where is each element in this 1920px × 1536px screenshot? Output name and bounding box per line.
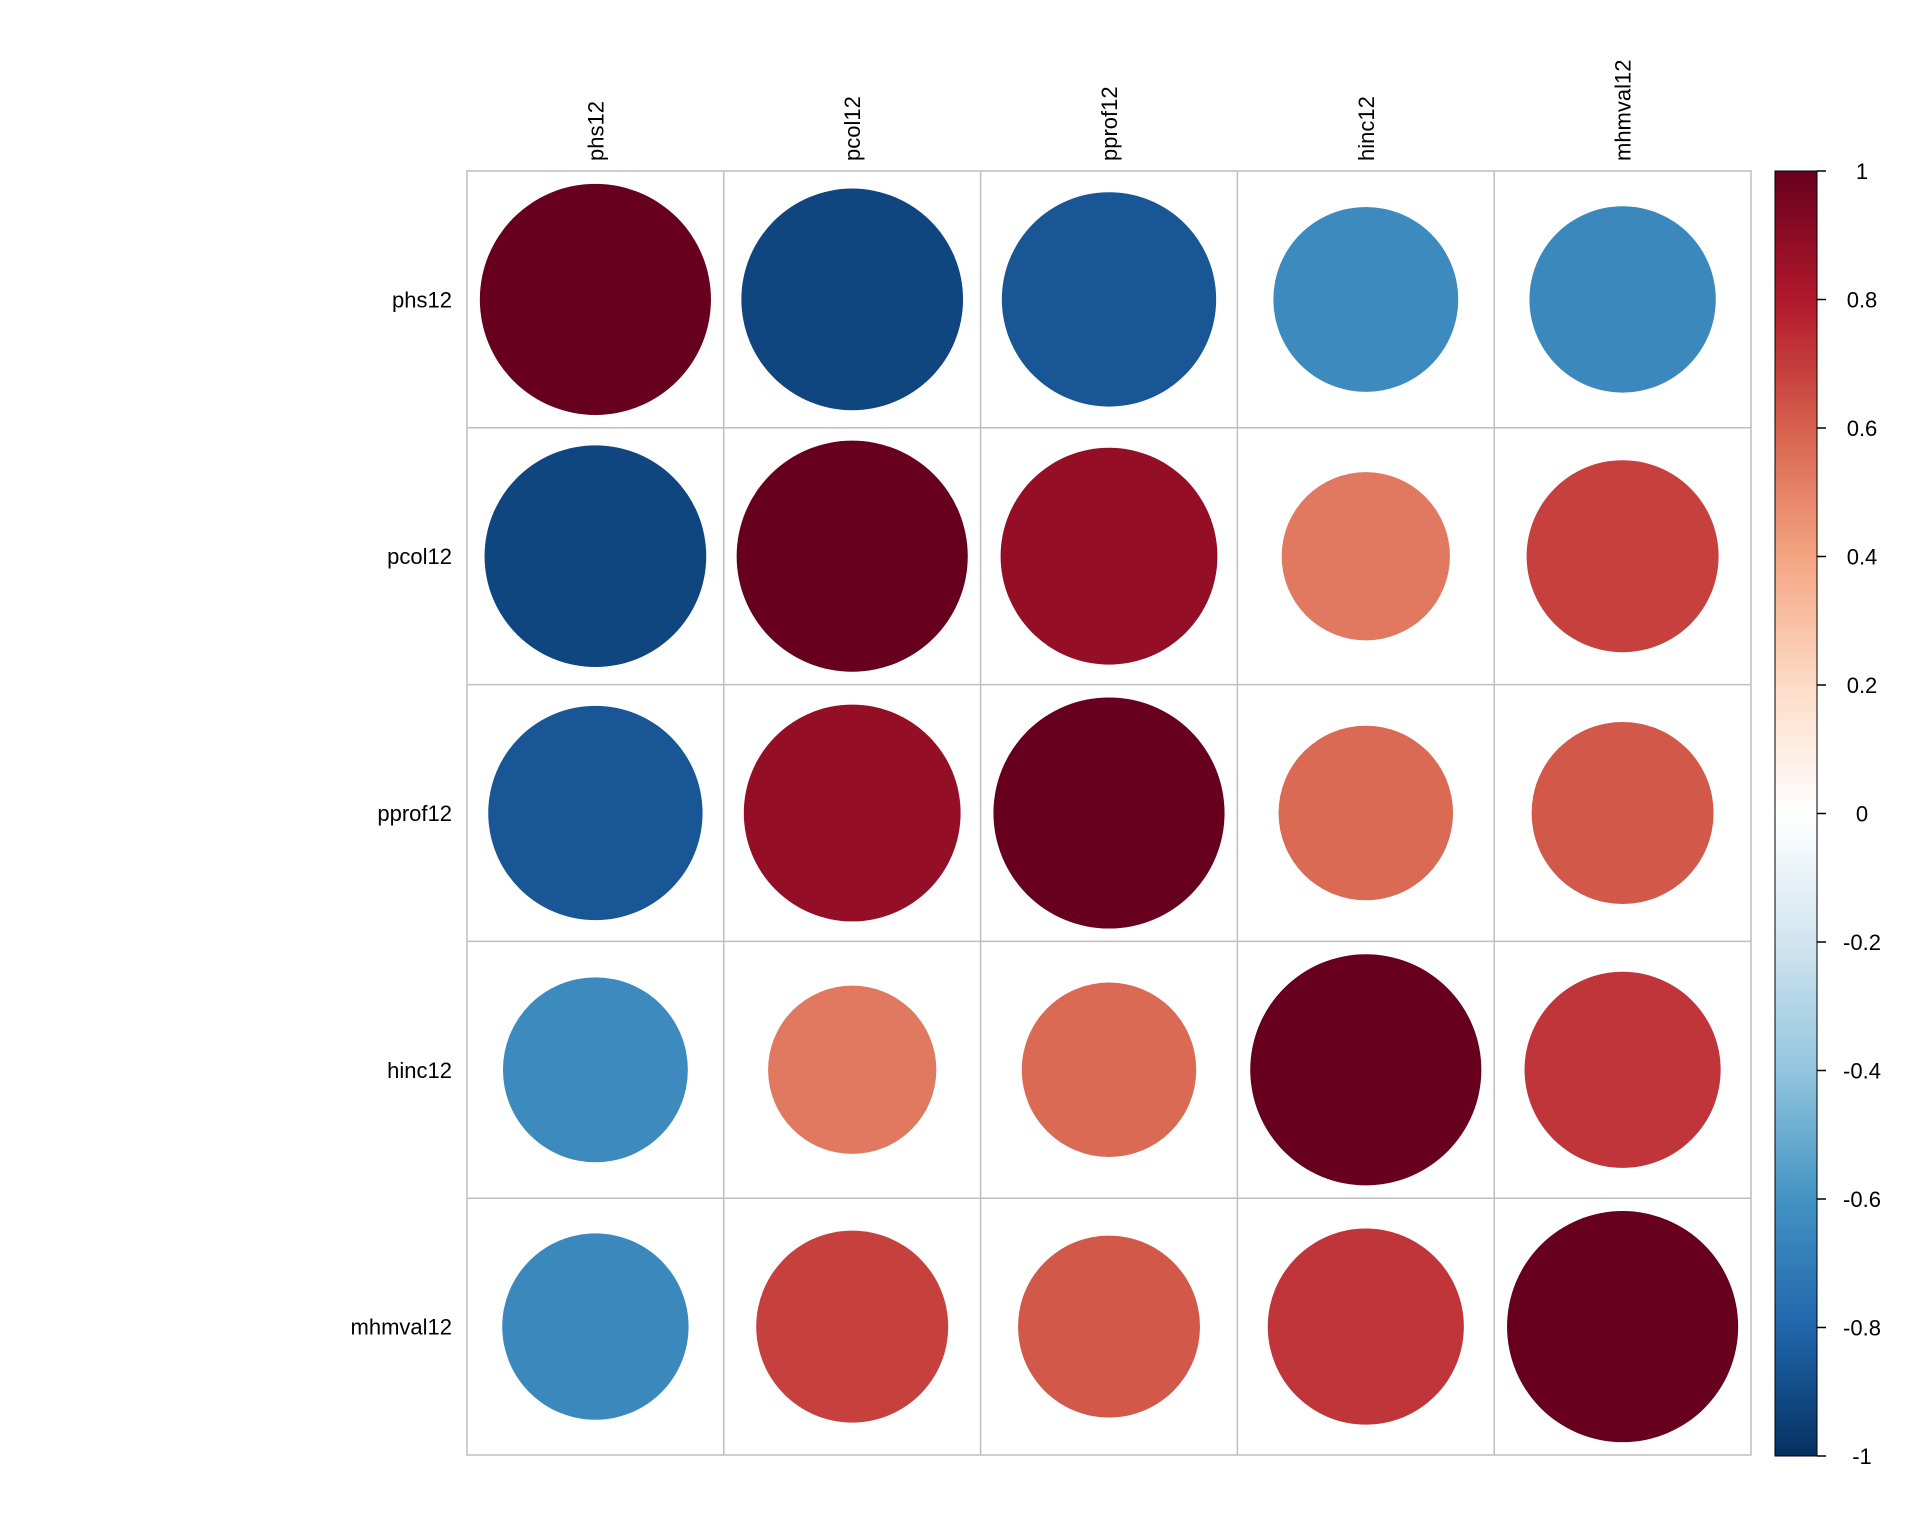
- row-label-pcol12: pcol12: [387, 544, 452, 569]
- colorbar-tick-label: 0.6: [1847, 416, 1878, 441]
- colorbar: 1 0.8 0.6 0.4 0.2 0 -0.2 -0.4 -0.6 -0.8 -1: [1774, 159, 1881, 1469]
- row-label-hinc12: hinc12: [387, 1058, 452, 1083]
- corr-circle-pprof12-pcol12: [743, 704, 961, 922]
- row-label-phs12: phs12: [392, 287, 452, 312]
- column-label-hinc12: hinc12: [1354, 96, 1379, 161]
- corr-circle-phs12-hinc12: [1273, 206, 1459, 392]
- corr-circle-mhmval12-pprof12: [1018, 1235, 1200, 1418]
- colorbar-tick-label: 0: [1856, 802, 1868, 827]
- corr-circle-phs12-pcol12: [741, 188, 964, 411]
- corr-circle-pprof12-hinc12: [1278, 725, 1454, 901]
- colorbar-tick-label: -0.8: [1843, 1316, 1881, 1341]
- corr-circle-pcol12-phs12: [484, 445, 707, 668]
- colorbar-tick-label: 0.4: [1847, 545, 1878, 570]
- corr-circle-hinc12-pprof12: [1021, 982, 1197, 1158]
- column-label-pprof12: pprof12: [1097, 86, 1122, 161]
- corr-circle-phs12-mhmval12: [1529, 206, 1716, 393]
- column-label-pcol12: pcol12: [840, 96, 865, 161]
- corr-circle-hinc12-pcol12: [768, 985, 937, 1154]
- circle-marks: [479, 183, 1739, 1443]
- colorbar-tick-label: -0.6: [1843, 1187, 1881, 1212]
- row-label-pprof12: pprof12: [377, 801, 452, 826]
- column-labels: phs12 pcol12 pprof12 hinc12 mhmval12: [583, 60, 1635, 161]
- corr-circle-mhmval12-hinc12: [1267, 1228, 1464, 1425]
- corr-circle-mhmval12-mhmval12: [1507, 1211, 1739, 1443]
- corr-circle-pprof12-mhmval12: [1531, 722, 1714, 904]
- row-label-mhmval12: mhmval12: [351, 1315, 452, 1340]
- corr-circle-phs12-pprof12: [1001, 192, 1217, 407]
- corr-circle-pprof12-phs12: [488, 705, 703, 921]
- corr-circle-phs12-phs12: [479, 183, 711, 415]
- corr-circle-hinc12-mhmval12: [1524, 971, 1721, 1168]
- column-label-phs12: phs12: [583, 101, 608, 161]
- corr-circle-hinc12-phs12: [502, 977, 688, 1163]
- corr-circle-mhmval12-phs12: [502, 1233, 689, 1420]
- colorbar-tick-label: 0.8: [1847, 288, 1878, 313]
- grid: [466, 170, 1752, 1456]
- colorbar-tick-label: 0.2: [1847, 673, 1878, 698]
- colorbar-tick-label: -1: [1852, 1444, 1872, 1469]
- row-labels: phs12 pcol12 pprof12 hinc12 mhmval12: [351, 287, 452, 1339]
- corr-circle-pcol12-hinc12: [1281, 472, 1450, 641]
- colorbar-gradient: [1774, 170, 1818, 1457]
- corr-circle-pcol12-pprof12: [1000, 447, 1218, 665]
- colorbar-tick-label: -0.4: [1843, 1059, 1881, 1084]
- corr-circle-hinc12-hinc12: [1250, 954, 1482, 1186]
- corr-circle-pprof12-pprof12: [993, 697, 1225, 929]
- colorbar-tick-label: -0.2: [1843, 930, 1881, 955]
- corr-circle-pcol12-mhmval12: [1526, 460, 1719, 653]
- grid-border: [466, 170, 1752, 1456]
- column-label-mhmval12: mhmval12: [1611, 60, 1636, 161]
- colorbar-tick-label: 1: [1856, 159, 1868, 184]
- corr-circle-mhmval12-pcol12: [756, 1230, 949, 1423]
- corr-circle-pcol12-pcol12: [736, 440, 968, 672]
